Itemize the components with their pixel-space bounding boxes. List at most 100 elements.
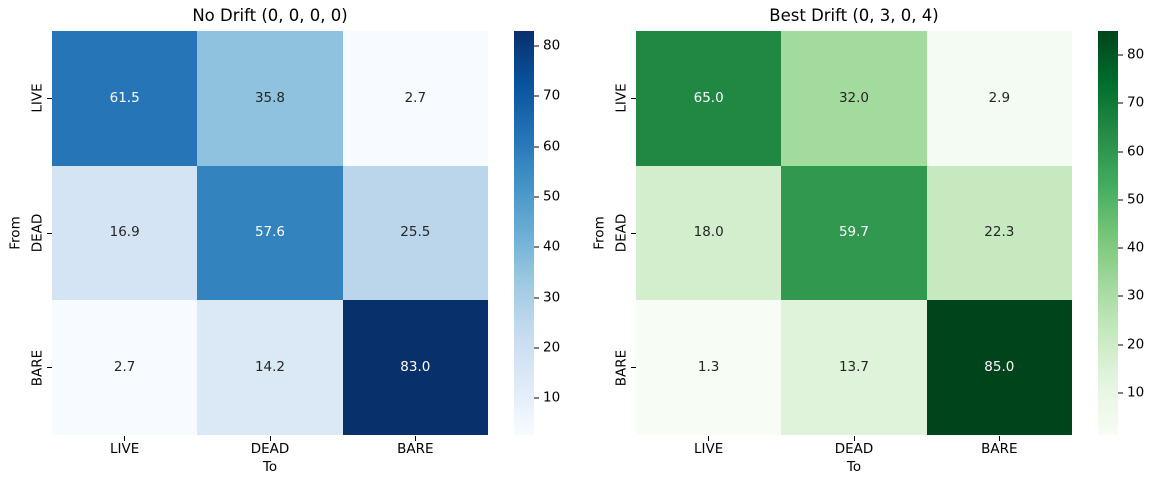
- colorbar-tick-label: 20: [1127, 335, 1145, 352]
- y-tick-label: DEAD: [29, 213, 46, 253]
- x-tick-mark: [414, 436, 416, 441]
- colorbar-tick-label: 40: [1127, 239, 1145, 256]
- cell-value: 59.7: [838, 224, 870, 241]
- heatmap-cell: 2.9: [926, 31, 1072, 166]
- heatmap-cell: 16.9: [52, 165, 198, 301]
- heatmap-cell: 32.0: [781, 31, 927, 166]
- x-tick-mark: [269, 436, 271, 441]
- y-axis-label: From: [7, 216, 24, 250]
- cell-value: 61.5: [109, 89, 140, 106]
- heatmap-cell: 83.0: [342, 300, 488, 435]
- colorbar-tick-label: 70: [543, 87, 561, 104]
- colorbar-tick-mark: [534, 95, 539, 97]
- heatmap-cell: 59.7: [781, 165, 927, 301]
- heatmap-grid: 65.0 32.0 2.9 18.0 59.7 22.3 1.3 13.7 85.0: [636, 31, 1072, 435]
- colorbar-tick-label: 10: [543, 389, 561, 406]
- cell-value: 32.0: [838, 89, 870, 106]
- cell-value: 1.3: [697, 358, 720, 375]
- heatmap-grid: 61.5 35.8 2.7 16.9 57.6 25.5 2.7 14.2 83.0: [52, 31, 488, 435]
- y-tick-label: BARE: [613, 349, 630, 386]
- colorbar-tick-label: 10: [1127, 384, 1145, 401]
- x-tick-label: DEAD: [250, 441, 290, 457]
- heatmap-cell: 18.0: [636, 165, 782, 301]
- x-tick-label: BARE: [981, 441, 1018, 457]
- colorbar-tick-label: 80: [543, 37, 561, 54]
- y-tick-mark: [47, 367, 52, 369]
- colorbar-tick-mark: [1118, 54, 1123, 56]
- cell-value: 25.5: [400, 224, 431, 241]
- cell-value: 85.0: [984, 358, 1015, 375]
- cell-value: 22.3: [984, 224, 1015, 241]
- heatmap-cell: 25.5: [342, 165, 488, 301]
- y-tick-mark: [631, 367, 636, 369]
- x-tick-label: DEAD: [834, 441, 874, 457]
- subplot-no-drift: No Drift (0, 0, 0, 0) From 61.5 35.8 2.7 16…: [7, 6, 561, 475]
- colorbar-tick-label: 60: [1127, 142, 1145, 159]
- x-tick-label: LIVE: [110, 441, 140, 457]
- heatmap-cell: 65.0: [636, 31, 782, 166]
- colorbar-tick-label: 30: [1127, 287, 1145, 304]
- x-tick-label: BARE: [397, 441, 434, 457]
- colorbar-tick-mark: [1118, 344, 1123, 346]
- y-axis-label: From: [591, 216, 608, 250]
- colorbar-tick-mark: [1118, 102, 1123, 104]
- y-tick-mark: [47, 97, 52, 99]
- y-tick-label: LIVE: [613, 83, 630, 113]
- heatmap-cell: 22.3: [926, 165, 1072, 301]
- heatmap-cell: 2.7: [52, 300, 198, 435]
- heatmap-cell: 1.3: [636, 300, 782, 435]
- cell-value: 16.9: [109, 224, 140, 241]
- subplot-best-drift: Best Drift (0, 3, 0, 4) From 65.0 32.0 2.9…: [584, 0, 1156, 490]
- y-tick-label: DEAD: [613, 213, 630, 253]
- x-tick-mark: [708, 436, 710, 441]
- colorbar-tick-mark: [534, 347, 539, 349]
- colorbar: [514, 31, 534, 435]
- plot-title: Best Drift (0, 3, 0, 4): [769, 6, 939, 25]
- colorbar-tick-label: 50: [543, 188, 561, 205]
- colorbar-tick-mark: [1118, 247, 1123, 249]
- colorbar-tick-label: 20: [543, 339, 561, 356]
- heatmap-cell: 85.0: [926, 300, 1072, 435]
- x-tick-mark: [124, 436, 126, 441]
- cell-value: 57.6: [254, 224, 286, 241]
- plot-title: No Drift (0, 0, 0, 0): [192, 6, 348, 25]
- heatmap-cell: 13.7: [781, 300, 927, 435]
- x-axis-label: To: [262, 459, 278, 475]
- colorbar-tick-mark: [534, 45, 539, 47]
- colorbar-tick-label: 30: [543, 288, 561, 305]
- cell-value: 83.0: [400, 358, 431, 375]
- colorbar-tick-mark: [534, 297, 539, 299]
- colorbar-tick-mark: [534, 196, 539, 198]
- colorbar-tick-label: 70: [1127, 94, 1145, 111]
- colorbar-tick-mark: [534, 397, 539, 399]
- cell-value: 2.7: [404, 89, 427, 106]
- heatmap-cell: 57.6: [197, 165, 343, 301]
- y-tick-mark: [631, 97, 636, 99]
- cell-value: 2.7: [113, 358, 136, 375]
- colorbar: [1098, 31, 1118, 435]
- x-tick-mark: [998, 436, 1000, 441]
- colorbar-tick-mark: [1118, 392, 1123, 394]
- y-tick-label: BARE: [29, 349, 46, 386]
- heatmap-cell: 35.8: [197, 31, 343, 166]
- colorbar-tick-label: 80: [1127, 46, 1145, 63]
- colorbar-tick-mark: [1118, 295, 1123, 297]
- colorbar-tick-mark: [534, 146, 539, 148]
- heatmap-cell: 2.7: [342, 31, 488, 166]
- colorbar-tick-mark: [534, 246, 539, 248]
- y-tick-mark: [47, 232, 52, 234]
- cell-value: 18.0: [693, 224, 724, 241]
- colorbar-tick-label: 50: [1127, 191, 1145, 208]
- cell-value: 35.8: [254, 89, 286, 106]
- cell-value: 14.2: [254, 358, 286, 375]
- colorbar-tick-label: 60: [543, 137, 561, 154]
- colorbar-tick-mark: [1118, 199, 1123, 201]
- colorbar-tick-mark: [1118, 151, 1123, 153]
- heatmap-cell: 61.5: [52, 31, 198, 166]
- colorbar-tick-label: 40: [543, 238, 561, 255]
- x-tick-label: LIVE: [694, 441, 724, 457]
- cell-value: 2.9: [988, 89, 1011, 106]
- x-tick-mark: [853, 436, 855, 441]
- y-tick-label: LIVE: [29, 83, 46, 113]
